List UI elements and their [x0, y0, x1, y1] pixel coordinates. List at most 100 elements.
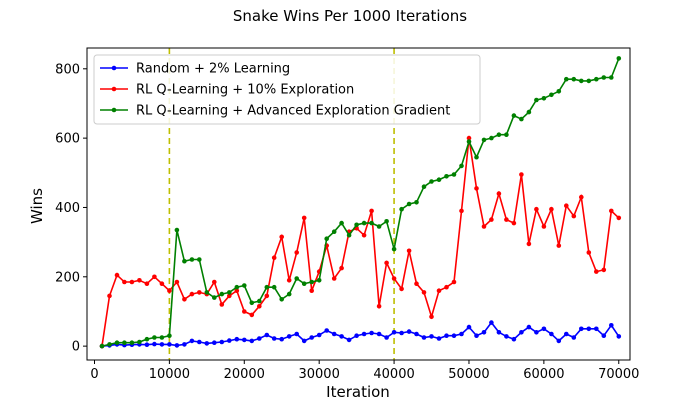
- x-axis: 0 10000 20000 30000 40000 50000 60000 70000: [90, 360, 639, 382]
- data-point: [586, 78, 592, 84]
- data-point: [301, 281, 307, 287]
- data-point: [212, 295, 217, 300]
- data-point: [234, 288, 240, 294]
- data-point: [331, 331, 337, 337]
- data-point: [212, 340, 217, 346]
- data-point: [114, 340, 120, 346]
- data-point: [129, 279, 135, 285]
- data-point: [429, 334, 434, 339]
- data-point: [122, 279, 127, 285]
- data-point: [152, 341, 157, 347]
- data-point: [227, 338, 232, 343]
- data-point: [234, 284, 240, 290]
- y-tick-label: 400: [55, 201, 80, 216]
- x-tick-label: 10000: [149, 367, 190, 382]
- data-point: [242, 309, 247, 314]
- data-point: [481, 330, 487, 335]
- data-point: [234, 336, 240, 342]
- data-point: [601, 333, 607, 339]
- data-point: [414, 200, 419, 205]
- legend-swatch-dot: [111, 65, 117, 71]
- data-point: [549, 206, 554, 212]
- data-point: [429, 179, 434, 184]
- data-point: [107, 342, 112, 347]
- data-point: [354, 222, 359, 228]
- data-point: [152, 335, 157, 340]
- data-point: [579, 326, 584, 332]
- data-point: [436, 336, 442, 341]
- data-point: [414, 331, 419, 337]
- data-point: [324, 236, 330, 241]
- data-point: [174, 227, 180, 233]
- data-point: [227, 290, 232, 295]
- data-point: [197, 257, 202, 262]
- data-point: [489, 320, 494, 325]
- data-point: [601, 267, 607, 273]
- data-point: [122, 340, 127, 346]
- data-point: [436, 288, 442, 294]
- data-point: [369, 220, 374, 226]
- data-point: [369, 330, 374, 336]
- data-point: [481, 137, 487, 143]
- data-point: [137, 278, 142, 283]
- data-point: [534, 330, 539, 335]
- data-point: [549, 92, 554, 98]
- data-point: [601, 75, 607, 80]
- data-point: [144, 281, 150, 287]
- x-axis-title: Iteration: [326, 383, 390, 400]
- data-point: [182, 258, 187, 264]
- data-point: [257, 304, 262, 309]
- data-point: [609, 208, 614, 214]
- data-point: [294, 250, 300, 255]
- data-point: [421, 290, 427, 295]
- x-tick-label: 50000: [448, 367, 489, 382]
- data-point: [294, 331, 300, 337]
- y-axis: 0 200 400 600 800: [55, 62, 87, 355]
- data-point: [519, 330, 524, 335]
- data-point: [279, 297, 285, 302]
- data-point: [444, 174, 449, 179]
- data-point: [309, 288, 315, 294]
- data-point: [227, 293, 232, 299]
- data-point: [309, 335, 315, 340]
- data-point: [579, 194, 584, 200]
- data-point: [421, 184, 427, 189]
- data-point: [324, 328, 330, 333]
- plot-frame: [86, 47, 631, 361]
- data-point: [174, 279, 180, 285]
- data-point: [212, 279, 217, 285]
- data-point: [369, 208, 374, 214]
- data-point: [107, 293, 112, 299]
- data-point: [451, 333, 457, 339]
- series-line: [101, 321, 620, 347]
- x-tick-label: 70000: [598, 367, 639, 382]
- data-point: [489, 217, 494, 222]
- data-point: [286, 291, 292, 297]
- data-point: [459, 331, 464, 337]
- y-axis-title: Wins: [28, 188, 46, 224]
- y-tick-label: 600: [55, 132, 80, 147]
- data-point: [451, 172, 457, 177]
- data-point: [249, 338, 255, 344]
- data-point: [309, 279, 315, 285]
- data-point: [564, 203, 569, 208]
- data-point: [436, 177, 442, 182]
- data-point: [556, 89, 562, 94]
- data-point: [301, 338, 307, 344]
- x-tick-label: 30000: [298, 367, 339, 382]
- data-point: [152, 274, 157, 280]
- legend-item: RL Q-Learning + Advanced Exploration Gra…: [100, 104, 450, 119]
- data-point: [286, 278, 292, 283]
- x-tick-label: 60000: [523, 367, 564, 382]
- data-point: [286, 334, 292, 339]
- data-point: [579, 78, 584, 84]
- data-point: [526, 109, 532, 115]
- data-point: [384, 219, 389, 224]
- data-point: [466, 139, 472, 144]
- data-point: [242, 283, 247, 288]
- data-point: [616, 215, 622, 221]
- data-point: [99, 343, 105, 349]
- data-point: [346, 337, 352, 343]
- data-point: [586, 326, 592, 332]
